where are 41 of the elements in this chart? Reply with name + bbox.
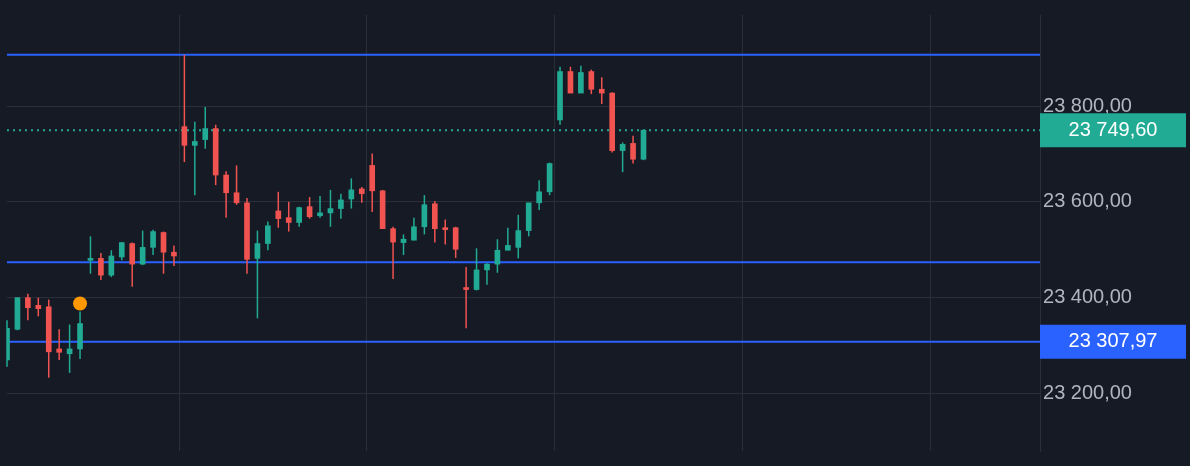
candlestick: [317, 195, 323, 219]
candlestick: [411, 216, 417, 241]
candlestick: [181, 54, 188, 163]
candlestick: [233, 164, 240, 206]
y-tick-label: 23 800,00: [1043, 93, 1132, 116]
candlestick: [578, 65, 584, 94]
candlestick: [536, 179, 542, 211]
candlestick: [505, 226, 511, 251]
candlestick: [275, 191, 282, 229]
ref-line-label: 23 307,97: [1068, 329, 1158, 352]
y-tick-label: 23 400,00: [1043, 285, 1132, 308]
candlestick: [338, 192, 344, 220]
y-tick-label: 23 200,00: [1043, 381, 1132, 404]
candlestick: [285, 201, 292, 233]
candlestick: [421, 194, 428, 236]
candlestick: [630, 134, 636, 165]
candlestick: [619, 141, 626, 173]
candlestick: [452, 226, 459, 259]
candlestick: [98, 252, 104, 281]
candlestick: [254, 229, 261, 320]
candlestick: [25, 293, 31, 321]
candlestick: [118, 241, 125, 262]
candlestick: [223, 170, 229, 219]
candlestick: [484, 262, 490, 286]
candlestick: [515, 214, 522, 260]
candlestick: [35, 296, 42, 318]
candlestick: [150, 228, 156, 256]
y-tick-label: 23 600,00: [1043, 189, 1132, 212]
candlestick: [87, 235, 94, 275]
candlestick: [306, 196, 313, 220]
ref-line-label: 23 749,60: [1068, 117, 1158, 140]
candlestick: [265, 220, 271, 251]
candlestick: [463, 266, 469, 330]
candlestick: [56, 328, 62, 361]
candlestick: [358, 186, 365, 204]
candlestick: [442, 218, 449, 246]
candlestick: [129, 241, 136, 288]
candlestick: [588, 68, 595, 95]
candlestick: [171, 244, 177, 267]
candlestick: [598, 76, 605, 105]
candlestick: [390, 226, 396, 280]
